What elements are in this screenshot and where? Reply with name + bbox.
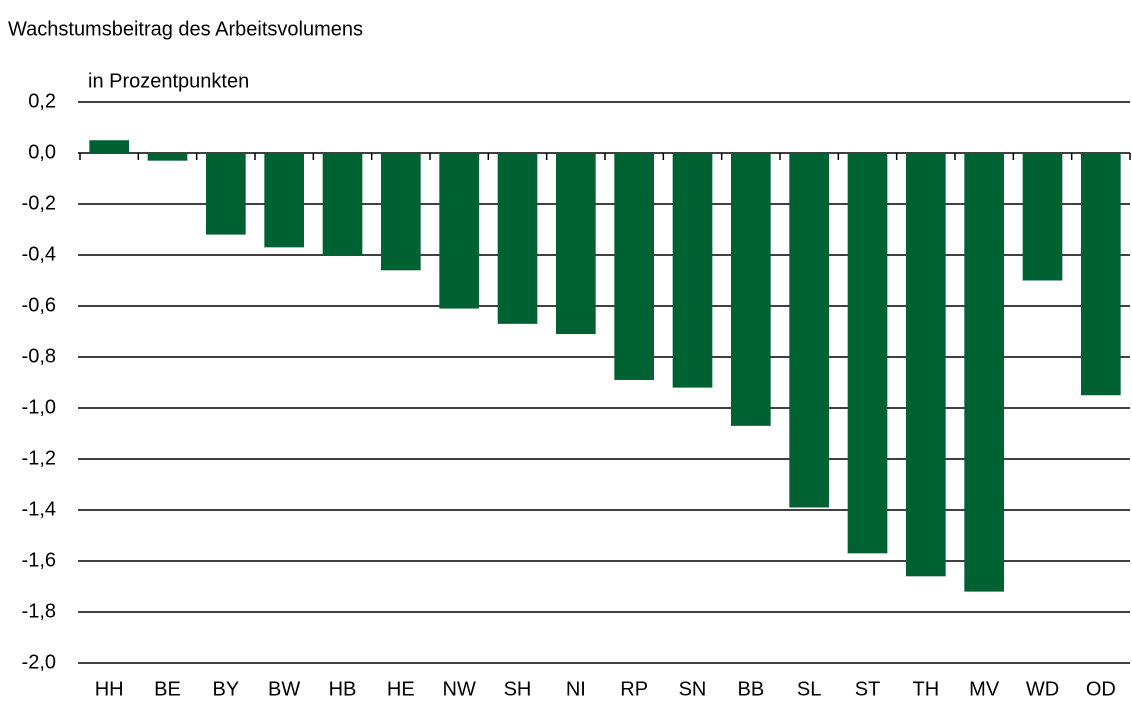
bar	[847, 153, 888, 554]
bar	[1022, 153, 1063, 281]
x-tick-label: MV	[969, 678, 1000, 700]
x-tick-label: OD	[1086, 678, 1116, 700]
y-axis-label: in Prozentpunkten	[88, 70, 249, 92]
y-tick-label: 0,2	[28, 90, 56, 112]
bar	[789, 153, 829, 508]
bar	[147, 153, 188, 161]
y-tick-label: -1,0	[22, 396, 56, 418]
x-tick-label: ST	[855, 678, 881, 700]
x-tick-label: HE	[387, 678, 415, 700]
bar	[381, 153, 421, 271]
x-tick-label: HH	[95, 678, 124, 700]
bar	[614, 153, 654, 380]
y-tick-label: 0,0	[28, 141, 56, 163]
y-tick-label: -0,4	[22, 243, 56, 265]
y-tick-label: -1,6	[22, 549, 56, 571]
x-tick-label: BB	[737, 678, 764, 700]
bar	[964, 153, 1004, 592]
x-tick-label: RP	[620, 678, 648, 700]
bar	[439, 153, 479, 309]
bar	[556, 153, 596, 335]
x-tick-label: SH	[504, 678, 532, 700]
x-tick-label: NI	[566, 678, 586, 700]
x-tick-label: TH	[912, 678, 939, 700]
y-tick-label: -1,4	[22, 498, 56, 520]
x-tick-label: HB	[329, 678, 357, 700]
x-tick-label: BW	[268, 678, 300, 700]
bar	[731, 153, 771, 426]
x-tick-label: SN	[679, 678, 707, 700]
y-tick-label: -2,0	[22, 651, 56, 673]
bar	[1081, 153, 1121, 396]
x-tick-label: NW	[443, 678, 476, 700]
bar	[906, 153, 946, 577]
y-tick-label: -0,6	[22, 294, 56, 316]
x-tick-label: BE	[154, 678, 181, 700]
bar	[322, 153, 363, 255]
bar	[264, 153, 304, 248]
x-tick-label: BY	[212, 678, 239, 700]
x-tick-label: WD	[1026, 678, 1059, 700]
chart-title: Wachstumsbeitrag des Arbeitsvolumens	[8, 18, 363, 40]
x-tick-label: SL	[797, 678, 821, 700]
y-tick-label: -1,8	[22, 600, 56, 622]
y-tick-label: -1,2	[22, 447, 56, 469]
bar	[497, 153, 538, 324]
bar	[672, 153, 713, 388]
bar	[206, 153, 246, 235]
y-tick-label: -0,8	[22, 345, 56, 367]
bar	[89, 140, 129, 153]
y-tick-label: -0,2	[22, 192, 56, 214]
